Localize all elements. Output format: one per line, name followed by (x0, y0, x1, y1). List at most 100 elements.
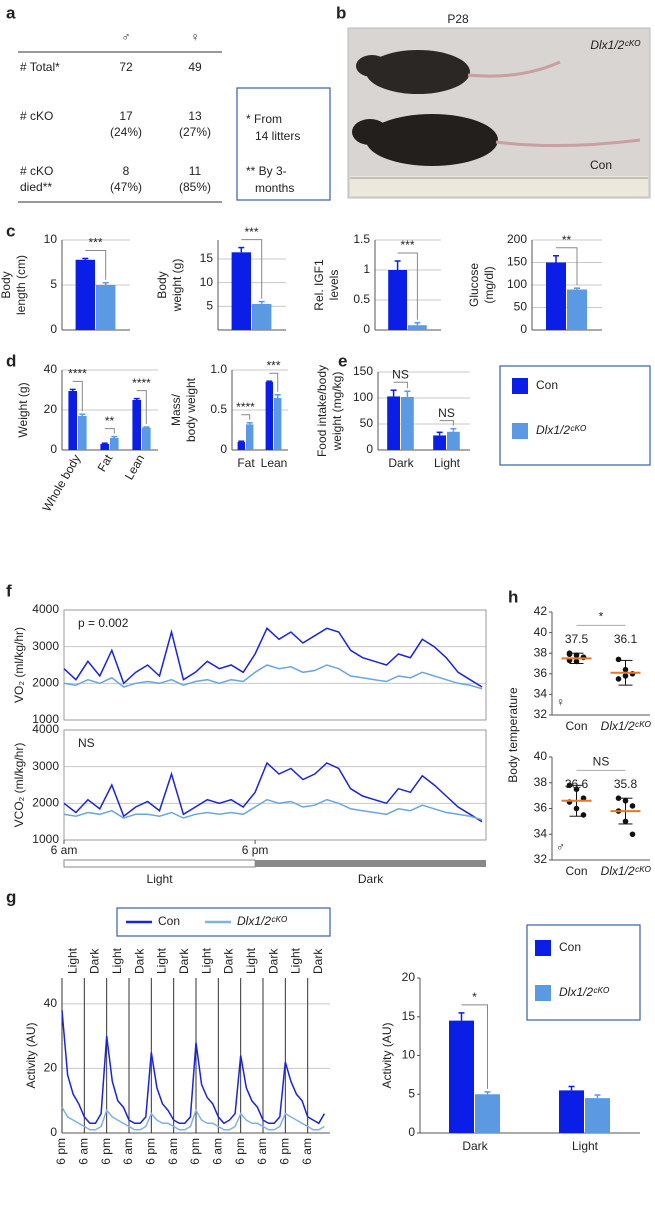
bar (388, 270, 407, 330)
y-tick-label: 0 (50, 1125, 57, 1139)
mean-label: 36.6 (565, 777, 589, 791)
panel-label: d (6, 351, 16, 370)
y-axis-label: length (cm) (14, 255, 28, 315)
x-tick-label: 6 am (121, 1138, 135, 1165)
x-tick-label: 6 am (166, 1138, 180, 1165)
phase-label: Light (289, 947, 303, 974)
footnote: ** By 3- (246, 164, 287, 178)
y-tick-label: 40 (44, 362, 58, 376)
y-axis-label: Weight (g) (16, 382, 30, 437)
data-point (629, 803, 636, 809)
legend-label: Dlx1/2ᶜᴷᴼ (559, 985, 610, 999)
legend-label: Con (559, 940, 581, 954)
bar (231, 252, 251, 330)
y-tick-label: 0 (50, 442, 57, 456)
bar (475, 1094, 500, 1133)
legend-label: Con (536, 378, 558, 392)
y-tick-label: 10 (200, 275, 214, 289)
phase-label: Light (155, 947, 169, 974)
row-label: # Total* (20, 60, 60, 74)
bar (387, 396, 400, 450)
annotation: NS (78, 736, 95, 750)
bar (110, 438, 119, 450)
legend-box (116, 907, 331, 937)
footnote: 14 litters (255, 129, 300, 143)
table-cell: (27%) (179, 125, 211, 139)
legend-box (526, 924, 641, 1021)
phase-label: Light (65, 947, 79, 974)
y-tick-label: 0 (220, 442, 227, 456)
significance-label: *** (88, 236, 102, 250)
y-tick-label: 1 (363, 262, 370, 276)
significance-bracket (461, 1004, 488, 1089)
footnote: months (255, 181, 294, 195)
y-tick-label: 2000 (32, 676, 59, 690)
significance-bracket (556, 247, 578, 286)
data-point (615, 676, 622, 682)
significance-label: *** (400, 238, 414, 252)
x-tick-label: 6 am (255, 1138, 269, 1165)
sex-symbol: ♀ (556, 695, 565, 709)
legend-swatch (535, 985, 551, 1001)
table-cell: 17 (119, 109, 133, 123)
table-cell: (85%) (179, 180, 211, 194)
x-tick-label: 6 pm (54, 1138, 68, 1165)
phase-label: Dark (222, 948, 236, 974)
table-cell: (24%) (110, 125, 142, 139)
data-point (615, 656, 622, 663)
panel-label: h (508, 587, 518, 606)
photo-title: P28 (447, 12, 469, 26)
y-tick-label: 50 (360, 416, 374, 430)
y-axis-label: weight (g) (170, 259, 184, 313)
significance-label: * (599, 610, 604, 624)
table-cell: 11 (189, 164, 202, 178)
y-axis-label: Body (0, 271, 13, 298)
y-tick-label: 0 (363, 322, 370, 336)
panel-label: g (6, 887, 16, 906)
data-point (580, 795, 587, 801)
x-tick-label: Dark (388, 456, 414, 470)
y-tick-label: 2000 (32, 796, 59, 810)
y-tick-label: 100 (353, 390, 373, 404)
significance-label: NS (392, 367, 409, 381)
bar (252, 303, 272, 330)
y-axis-label: Rel. IGF1 (312, 259, 326, 311)
table-header: ♂ (122, 30, 131, 44)
table-cell: 49 (188, 60, 202, 74)
mean-label: 36.1 (614, 632, 638, 646)
y-tick-label: 20 (44, 402, 58, 416)
y-axis-label: Body (155, 271, 169, 298)
y-tick-label: 0.5 (210, 402, 227, 416)
x-tick-label: Whole body (40, 452, 84, 514)
y-tick-label: 4000 (32, 602, 59, 616)
data-point (629, 831, 636, 838)
bar (546, 262, 566, 330)
y-axis-label: levels (327, 270, 341, 301)
significance-label: NS (593, 755, 610, 769)
y-tick-label: 20 (402, 970, 416, 984)
y-tick-label: 36 (534, 801, 548, 815)
legend-label: Dlx1/2ᶜᴷᴼ (237, 914, 288, 928)
x-tick-label: Light (572, 1139, 599, 1153)
significance-label: ** (562, 233, 572, 247)
x-tick-label: Light (434, 456, 461, 470)
significance-label: **** (236, 400, 255, 414)
plot-frame (63, 729, 487, 841)
x-tick-label: 6 pm (242, 843, 269, 857)
bar (246, 424, 254, 450)
row-label: # cKO (20, 164, 53, 178)
footnote: * From (246, 112, 282, 126)
series-line (63, 627, 483, 688)
table-cell: 72 (119, 60, 133, 74)
y-tick-label: 38 (534, 645, 548, 659)
y-tick-label: 36 (534, 666, 548, 680)
bar (75, 259, 95, 330)
significance-bracket (104, 428, 115, 434)
x-tick-label: Con (565, 719, 587, 733)
y-axis-label: Mass/ (169, 393, 183, 426)
series-line (63, 761, 483, 823)
y-axis-label: VO₂ (ml/kg/hr) (12, 627, 26, 703)
y-tick-label: 5 (408, 1086, 415, 1100)
x-tick-label: Lean (261, 456, 288, 470)
bar (100, 444, 109, 450)
